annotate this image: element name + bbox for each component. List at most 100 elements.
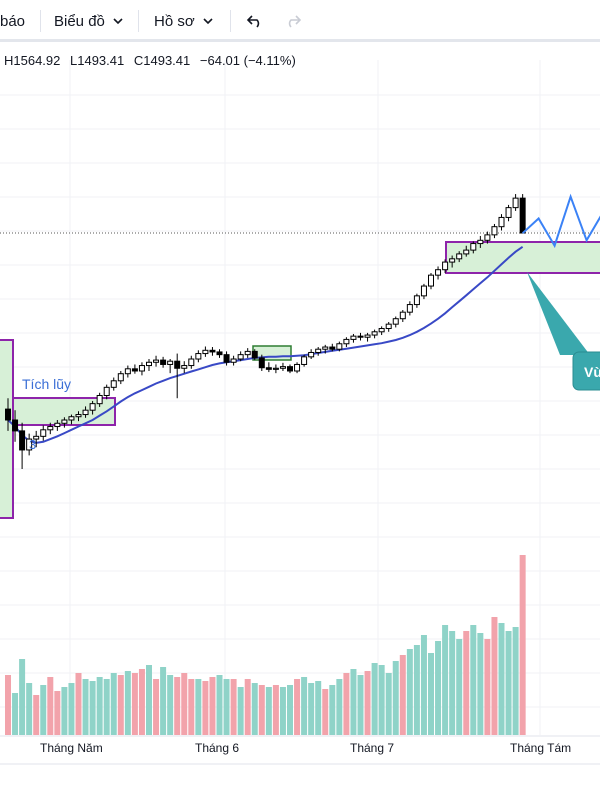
volume-bar xyxy=(463,631,470,735)
ohlc-change: −64.01 (−4.11%) xyxy=(199,53,296,68)
candle-body xyxy=(146,361,152,367)
undo-icon xyxy=(246,15,260,28)
wave-label: 3 xyxy=(29,437,36,452)
candle-body xyxy=(484,234,491,241)
volume-bar xyxy=(258,685,265,735)
chevron-down-icon xyxy=(113,17,123,24)
candle-body xyxy=(47,426,54,431)
x-axis-label: Tháng 7 xyxy=(350,741,394,755)
candle-body xyxy=(294,363,301,372)
toolbar-divider xyxy=(230,10,231,32)
toolbar-divider xyxy=(138,10,139,32)
volume-bar xyxy=(82,679,89,735)
volume-bar xyxy=(357,675,364,735)
volume-bar xyxy=(435,641,442,735)
volume-bar xyxy=(498,623,505,735)
volume-bar xyxy=(75,673,82,735)
chart-menu-label: Biểu đồ xyxy=(54,12,105,30)
volume-bar xyxy=(279,687,286,735)
volume-bar xyxy=(153,679,160,735)
top-toolbar: báo Biểu đồ Hồ sơ xyxy=(0,0,600,42)
candle-body xyxy=(385,323,392,330)
candle-body xyxy=(442,261,449,271)
volume-bar xyxy=(371,663,378,735)
candle-body xyxy=(153,359,160,363)
candle-body xyxy=(124,368,131,375)
volume-bar xyxy=(12,693,19,735)
redo-button[interactable] xyxy=(284,0,302,42)
chart-menu-button[interactable]: Biểu đồ xyxy=(54,0,123,42)
zone-box-left xyxy=(0,339,14,519)
candle-body xyxy=(244,350,251,356)
alert-button[interactable]: báo xyxy=(0,0,25,42)
candle-body xyxy=(251,350,258,359)
candle-body xyxy=(26,438,33,451)
ohlc-legend: H1564.92 L1493.41 C1493.41 −64.01 (−4.11… xyxy=(4,53,302,68)
candle-body xyxy=(357,335,364,338)
profile-menu-label: Hồ sơ xyxy=(154,12,195,30)
toolbar-divider xyxy=(40,10,41,32)
callout-pointer xyxy=(527,272,590,355)
volume-bar xyxy=(294,679,301,735)
volume-bar xyxy=(343,673,350,735)
candle-body xyxy=(498,216,505,228)
candle-body xyxy=(19,430,26,451)
volume-bar xyxy=(202,681,209,735)
candle-body xyxy=(54,422,61,428)
volume-bar xyxy=(167,675,174,735)
candle-body xyxy=(131,368,138,372)
volume-bar xyxy=(392,661,399,735)
volume-bar xyxy=(26,683,33,735)
zone-box-accumulation xyxy=(12,397,116,426)
candle-body xyxy=(505,207,512,218)
profile-menu-button[interactable]: Hồ sơ xyxy=(154,0,213,42)
volume-bar xyxy=(322,689,329,735)
candle-body xyxy=(61,419,68,424)
volume-bar xyxy=(138,669,145,735)
ohlc-low: L1493.41 xyxy=(70,53,125,68)
candle-body xyxy=(12,419,19,432)
volume-bar xyxy=(230,679,237,735)
alert-label: báo xyxy=(0,12,26,30)
candle-body xyxy=(138,365,145,372)
volume-bar xyxy=(378,665,385,735)
volume-bar xyxy=(124,671,131,735)
candle-body xyxy=(315,348,322,353)
candle-body xyxy=(117,373,124,382)
volume-bar xyxy=(40,685,47,735)
volume-bar xyxy=(406,649,413,735)
candle-body xyxy=(477,239,484,245)
volume-bar xyxy=(301,677,308,735)
candle-body xyxy=(167,360,174,365)
candle-body xyxy=(33,435,40,440)
candle-body xyxy=(223,354,230,363)
candle-body xyxy=(364,334,371,338)
zone-box-right xyxy=(445,241,600,274)
candle-body xyxy=(420,285,427,297)
volume-bar xyxy=(477,633,484,735)
candle-body xyxy=(350,335,357,340)
ohlc-high: H1564.92 xyxy=(4,53,61,68)
candle-body xyxy=(279,366,286,369)
candle-body xyxy=(428,274,434,287)
volume-bar xyxy=(470,625,477,735)
candle-body xyxy=(216,351,223,356)
candle-body xyxy=(343,338,350,345)
volume-bar xyxy=(117,675,124,735)
ohlc-close: C1493.41 xyxy=(133,53,191,68)
volume-bar xyxy=(251,683,258,735)
candle-body xyxy=(371,331,378,336)
volume-bar xyxy=(103,679,110,735)
undo-button[interactable] xyxy=(246,0,264,42)
candle-body xyxy=(209,349,216,353)
candle-body xyxy=(512,197,519,209)
candle-body xyxy=(413,295,420,306)
candle-body xyxy=(329,346,336,350)
volume-bar xyxy=(237,687,244,735)
candle-body xyxy=(322,346,329,350)
candle-body xyxy=(110,380,117,388)
volume-bar xyxy=(5,675,11,735)
candle-body xyxy=(519,197,526,234)
volume-bar xyxy=(146,665,152,735)
